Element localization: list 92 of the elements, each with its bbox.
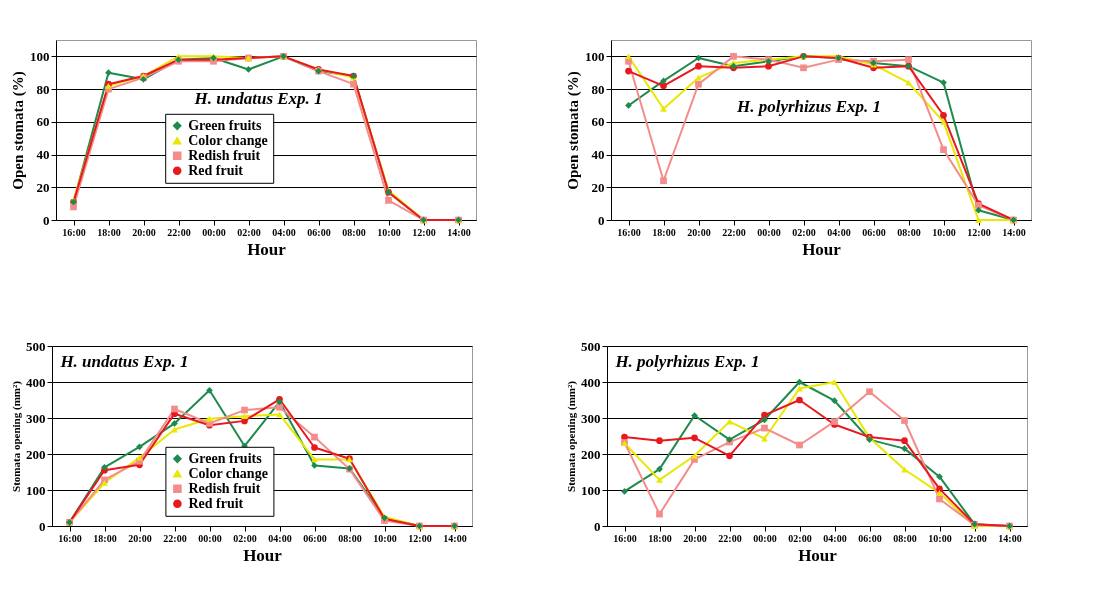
x-tick-label: 16:00 (617, 226, 641, 238)
y-tick-label: 60 (36, 114, 50, 130)
y-tick-label: 100 (585, 48, 605, 64)
legend-label: Redish fruit (188, 147, 261, 163)
chart-title: H. polyrhizus Exp. 1 (614, 352, 760, 372)
x-tick-label: 06:00 (303, 532, 327, 544)
x-tick-label: 22:00 (722, 226, 746, 238)
x-tick-label: 18:00 (97, 226, 121, 238)
y-tick-label: 100 (26, 482, 46, 498)
x-tick-label: 14:00 (1002, 226, 1026, 238)
y-tick-label: 400 (26, 374, 46, 390)
chart-title: H. undatus Exp. 1 (59, 352, 189, 372)
y-tick-label: 500 (26, 338, 46, 354)
y-tick-label: 0 (39, 518, 46, 534)
x-tick-label: 06:00 (858, 532, 882, 544)
y-tick-label: 80 (36, 81, 50, 97)
y-axis-title: Open stomata (%) (565, 71, 582, 190)
x-axis-title: Hour (247, 239, 287, 259)
x-tick-label: 20:00 (683, 532, 707, 544)
x-tick-label: 12:00 (408, 532, 432, 544)
text: H. polyrhizus Exp. 1 (736, 96, 882, 116)
x-tick-label: 22:00 (163, 532, 187, 544)
x-tick-label: 18:00 (93, 532, 117, 544)
legend-label: Red fruit (188, 162, 244, 178)
x-tick-label: 00:00 (757, 226, 781, 238)
x-tick-label: 02:00 (792, 226, 816, 238)
x-axis-title: Hour (243, 545, 283, 565)
x-tick-label: 02:00 (788, 532, 812, 544)
x-tick-label: 20:00 (132, 226, 156, 238)
x-tick-label: 00:00 (202, 226, 226, 238)
legend-label: Redish fruit (188, 480, 261, 496)
x-tick-label: 04:00 (823, 532, 847, 544)
legend-label: Green fruits (188, 450, 263, 466)
y-tick-label: 200 (26, 446, 46, 462)
y-tick-label: 100 (30, 48, 50, 64)
y-tick-label: 500 (581, 338, 601, 354)
y-axis-title: Stomata opening (mm²) (10, 380, 23, 492)
y-tick-label: 0 (43, 212, 50, 228)
x-tick-label: 12:00 (412, 226, 436, 238)
x-tick-label: 22:00 (718, 532, 742, 544)
y-tick-label: 40 (591, 147, 605, 163)
y-tick-label: 20 (591, 179, 605, 195)
x-tick-label: 20:00 (128, 532, 152, 544)
x-tick-label: 10:00 (377, 226, 401, 238)
x-tick-label: 14:00 (998, 532, 1022, 544)
x-tick-label: 06:00 (307, 226, 331, 238)
x-tick-label: 00:00 (198, 532, 222, 544)
legend-label: Green fruits (188, 117, 262, 133)
y-axis-title: Open stomata (%) (10, 71, 27, 190)
legend-label: Color change (188, 465, 268, 481)
y-axis-title: Stomata opening (mm²) (565, 380, 578, 492)
x-tick-label: 16:00 (58, 532, 82, 544)
legend-label: Color change (188, 132, 268, 148)
x-tick-label: 18:00 (652, 226, 676, 238)
x-tick-label: 12:00 (967, 226, 991, 238)
y-tick-label: 20 (36, 179, 50, 195)
legend-label: Red fruit (188, 495, 244, 511)
x-tick-label: 10:00 (373, 532, 397, 544)
x-tick-label: 04:00 (272, 226, 296, 238)
text: H. undatus Exp. 1 (193, 89, 323, 109)
x-tick-label: 12:00 (963, 532, 987, 544)
x-tick-label: 08:00 (893, 532, 917, 544)
x-axis-title: Hour (798, 545, 838, 565)
x-tick-label: 20:00 (687, 226, 711, 238)
x-tick-label: 04:00 (827, 226, 851, 238)
x-tick-label: 22:00 (167, 226, 191, 238)
x-tick-label: 14:00 (443, 532, 467, 544)
y-tick-label: 0 (598, 212, 605, 228)
y-tick-label: 400 (581, 374, 601, 390)
x-tick-label: 16:00 (613, 532, 637, 544)
x-tick-label: 16:00 (62, 226, 86, 238)
x-tick-label: 08:00 (338, 532, 362, 544)
x-tick-label: 14:00 (447, 226, 471, 238)
x-tick-label: 04:00 (268, 532, 292, 544)
x-tick-label: 08:00 (342, 226, 366, 238)
y-tick-label: 300 (26, 410, 46, 426)
x-tick-label: 10:00 (928, 532, 952, 544)
x-tick-label: 06:00 (862, 226, 886, 238)
x-tick-label: 08:00 (897, 226, 921, 238)
x-tick-label: 00:00 (753, 532, 777, 544)
y-tick-label: 300 (581, 410, 601, 426)
x-axis-title: Hour (802, 239, 842, 259)
y-tick-label: 100 (581, 482, 601, 498)
y-tick-label: 60 (591, 114, 605, 130)
y-tick-label: 200 (581, 446, 601, 462)
x-tick-label: 10:00 (932, 226, 956, 238)
y-tick-label: 40 (36, 147, 50, 163)
y-tick-label: 0 (594, 518, 601, 534)
x-tick-label: 02:00 (237, 226, 261, 238)
x-tick-label: 18:00 (648, 532, 672, 544)
x-tick-label: 02:00 (233, 532, 257, 544)
y-tick-label: 80 (591, 81, 605, 97)
